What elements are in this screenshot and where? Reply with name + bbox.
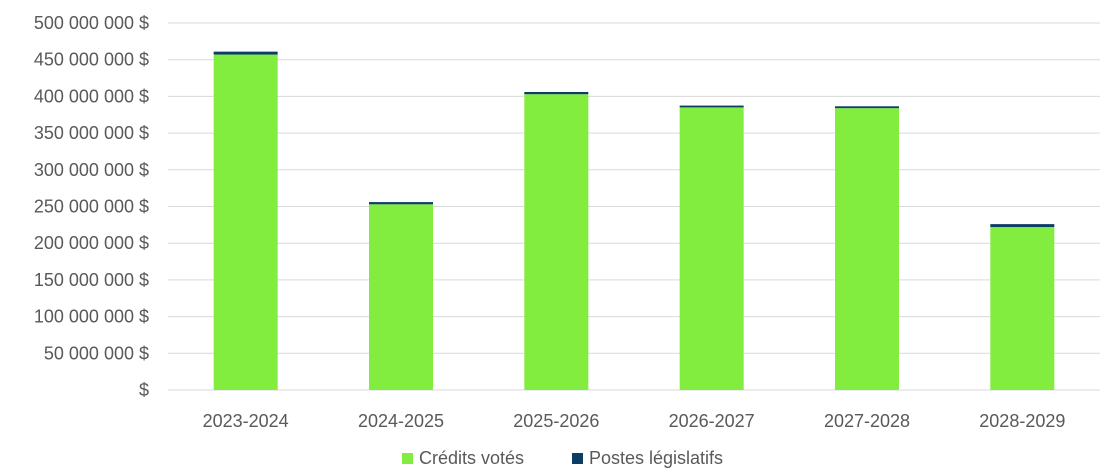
x-tick-label: 2026-2027 [669,411,755,431]
y-tick-label: 300 000 000 $ [34,160,149,180]
y-tick-label: 200 000 000 $ [34,233,149,253]
y-tick-label: $ [139,380,149,400]
y-tick-label: 100 000 000 $ [34,307,149,327]
y-axis-tick-labels: $50 000 000 $ 100 000 000 $ 150 000 000 $ 2… [34,13,149,400]
x-tick-label: 2024-2025 [358,411,444,431]
bar-postes-legislatifs [369,202,433,205]
y-tick-label: 50 000 000 $ [44,343,149,363]
x-tick-label: 2025-2026 [513,411,599,431]
x-tick-label: 2023-2024 [203,411,289,431]
y-tick-label: 250 000 000 $ [34,197,149,217]
gridlines [168,22,1100,391]
y-tick-label: 450 000 000 $ [34,50,149,70]
bar-credits-votes [835,108,899,391]
legend-swatch-postes-legislatifs [572,453,583,464]
bar-credits-votes [369,204,433,390]
y-tick-label: 400 000 000 $ [34,86,149,106]
legend-swatch-credits-votes [402,453,413,464]
bar-postes-legislatifs [524,91,589,95]
y-tick-label: 350 000 000 $ [34,123,149,143]
legend: Crédits votés Postes législatifs [402,448,723,468]
bar-postes-legislatifs [835,106,899,109]
bar-postes-legislatifs [213,51,278,55]
y-tick-label: 500 000 000 $ [34,13,149,33]
x-tick-label: 2028-2029 [979,411,1065,431]
bar-credits-votes [524,94,589,390]
bars [213,51,1055,391]
legend-label-postes-legislatifs: Postes législatifs [589,448,723,468]
bar-postes-legislatifs [990,224,1055,228]
y-tick-label: 150 000 000 $ [34,270,149,290]
bar-credits-votes [679,107,744,390]
bar-credits-votes [990,227,1055,390]
x-tick-label: 2027-2028 [824,411,910,431]
bar-postes-legislatifs [679,105,744,108]
x-axis-tick-labels: 2023-2024 2024-2025 2025-2026 2026-2027 2027… [203,411,1066,431]
legend-label-credits-votes: Crédits votés [419,448,524,468]
bar-credits-votes [213,54,278,390]
